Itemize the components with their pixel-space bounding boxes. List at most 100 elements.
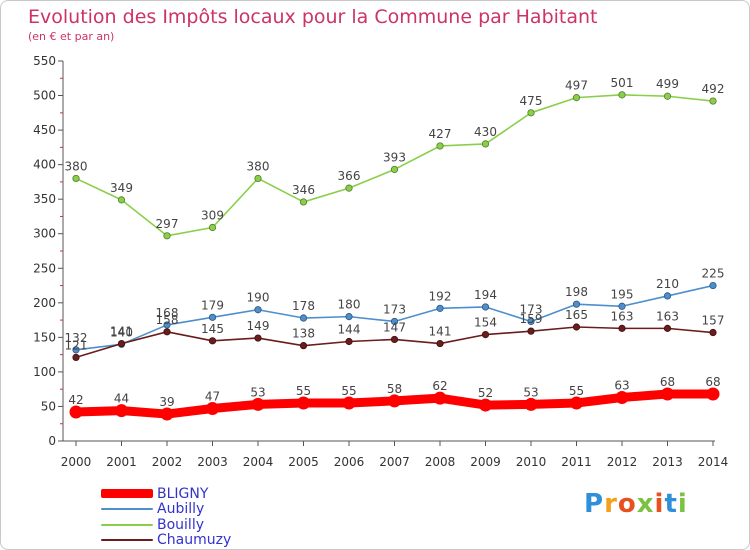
legend-swatch bbox=[101, 489, 153, 499]
legend-label: BLIGNY bbox=[157, 485, 209, 502]
data-point-chaumuzy bbox=[208, 337, 217, 345]
data-point-bouilly bbox=[254, 174, 262, 183]
data-point-bouilly bbox=[163, 232, 171, 240]
data-label-chaumuzy: 165 bbox=[565, 308, 588, 322]
data-point-bligny bbox=[479, 398, 492, 412]
data-label-chaumuzy: 159 bbox=[520, 312, 543, 326]
data-point-aubilly bbox=[254, 306, 262, 314]
y-tick-label: 400 bbox=[33, 158, 56, 172]
data-label-chaumuzy: 149 bbox=[247, 319, 270, 333]
data-point-bligny bbox=[251, 397, 265, 411]
y-tick-label: 550 bbox=[33, 54, 56, 68]
data-label-bligny: 55 bbox=[569, 384, 584, 398]
data-point-aubilly bbox=[663, 292, 672, 300]
y-tick-label: 250 bbox=[33, 261, 56, 275]
legend-label: Aubilly bbox=[157, 501, 205, 518]
data-point-aubilly bbox=[709, 281, 717, 290]
data-point-aubilly bbox=[163, 321, 171, 329]
data-point-chaumuzy bbox=[254, 334, 262, 342]
y-tick-label: 100 bbox=[33, 365, 56, 379]
data-point-bouilly bbox=[72, 174, 80, 183]
data-label-bligny: 62 bbox=[432, 379, 447, 393]
data-label-bligny: 55 bbox=[341, 384, 356, 398]
data-point-bligny bbox=[615, 390, 629, 404]
data-label-bouilly: 501 bbox=[611, 76, 634, 90]
data-point-bouilly bbox=[709, 97, 717, 105]
data-point-chaumuzy bbox=[117, 339, 126, 348]
data-point-bouilly bbox=[117, 196, 126, 204]
chart-subtitle: (en € et par an) bbox=[28, 30, 115, 43]
data-label-chaumuzy: 147 bbox=[383, 320, 406, 334]
data-point-aubilly bbox=[208, 313, 217, 321]
x-tick-label: 2005 bbox=[288, 455, 319, 469]
data-point-chaumuzy bbox=[390, 335, 399, 344]
data-point-bouilly bbox=[208, 223, 217, 232]
data-label-bouilly: 497 bbox=[565, 79, 588, 93]
data-label-aubilly: 195 bbox=[611, 287, 634, 301]
data-label-aubilly: 194 bbox=[474, 288, 497, 302]
legend-item-aubilly: Aubilly bbox=[101, 501, 231, 518]
data-label-bouilly: 427 bbox=[429, 127, 452, 141]
data-label-chaumuzy: 145 bbox=[201, 322, 224, 336]
data-point-bligny bbox=[69, 405, 83, 419]
data-point-chaumuzy bbox=[299, 342, 308, 350]
legend-swatch bbox=[101, 523, 153, 526]
x-tick-label: 2003 bbox=[197, 455, 228, 469]
data-label-bouilly: 297 bbox=[156, 217, 179, 231]
data-label-bligny: 53 bbox=[523, 385, 538, 399]
legend-label: Chaumuzy bbox=[157, 532, 232, 549]
data-point-chaumuzy bbox=[436, 339, 444, 348]
legend-item-bouilly: Bouilly bbox=[101, 517, 231, 533]
proxiti-logo: Proxiti bbox=[584, 489, 688, 519]
data-point-aubilly bbox=[481, 303, 490, 311]
x-tick-label: 2012 bbox=[607, 455, 638, 469]
x-tick-label: 2000 bbox=[61, 455, 92, 469]
data-label-aubilly: 132 bbox=[65, 331, 88, 345]
data-label-aubilly: 178 bbox=[292, 299, 315, 313]
data-point-bligny bbox=[706, 387, 720, 401]
data-point-bouilly bbox=[527, 109, 535, 117]
data-label-aubilly: 180 bbox=[338, 298, 361, 312]
chart-title: Evolution des Impôts locaux pour la Comm… bbox=[28, 6, 598, 28]
data-point-aubilly bbox=[72, 346, 80, 354]
data-label-chaumuzy: 157 bbox=[702, 314, 725, 328]
data-point-bligny bbox=[115, 404, 128, 418]
x-tick-label: 2011 bbox=[561, 455, 592, 469]
data-label-aubilly: 225 bbox=[702, 267, 725, 281]
x-tick-label: 2008 bbox=[425, 455, 456, 469]
data-point-bligny bbox=[388, 394, 401, 408]
data-label-aubilly: 198 bbox=[565, 285, 588, 299]
y-tick-label: 0 bbox=[48, 434, 56, 448]
data-point-chaumuzy bbox=[163, 328, 171, 336]
data-label-bouilly: 346 bbox=[292, 183, 315, 197]
x-tick-label: 2002 bbox=[152, 455, 183, 469]
x-tick-label: 2009 bbox=[470, 455, 501, 469]
data-point-aubilly bbox=[618, 302, 626, 310]
data-label-bouilly: 309 bbox=[201, 209, 224, 223]
data-label-chaumuzy: 163 bbox=[656, 309, 679, 323]
data-label-aubilly: 173 bbox=[520, 302, 543, 316]
data-label-chaumuzy: 138 bbox=[292, 327, 315, 341]
data-label-bligny: 42 bbox=[68, 393, 83, 407]
data-point-bouilly bbox=[299, 198, 308, 206]
data-label-bouilly: 366 bbox=[338, 169, 361, 183]
data-point-aubilly bbox=[436, 304, 444, 312]
data-label-aubilly: 179 bbox=[201, 298, 224, 312]
data-label-bligny: 39 bbox=[159, 395, 174, 409]
data-point-chaumuzy bbox=[527, 327, 535, 335]
data-point-chaumuzy bbox=[72, 353, 80, 361]
data-label-aubilly: 192 bbox=[429, 289, 452, 303]
data-label-bligny: 63 bbox=[614, 378, 629, 392]
data-label-bligny: 55 bbox=[296, 384, 311, 398]
data-label-bligny: 58 bbox=[387, 382, 402, 396]
x-tick-label: 2010 bbox=[516, 455, 547, 469]
x-tick-label: 2006 bbox=[334, 455, 365, 469]
legend-swatch bbox=[101, 508, 153, 511]
data-label-bouilly: 380 bbox=[247, 159, 270, 173]
data-point-bligny bbox=[570, 396, 583, 410]
data-label-bouilly: 475 bbox=[520, 94, 543, 108]
data-point-bouilly bbox=[436, 142, 444, 150]
data-point-bligny bbox=[524, 397, 538, 411]
